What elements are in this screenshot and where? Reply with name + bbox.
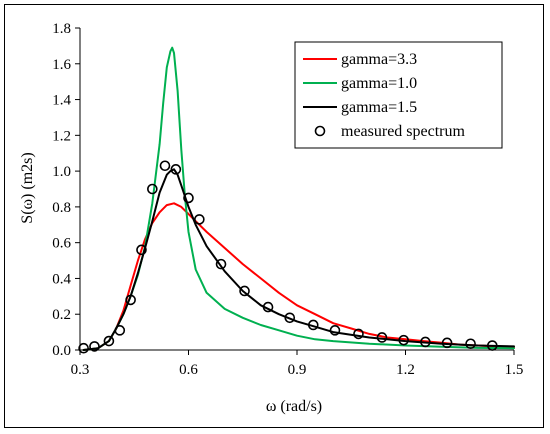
legend: gamma=3.3 gamma=1.0 gamma=1.5 measured spec… [294,41,503,149]
y-tick-label: 0.2 [52,307,71,323]
y-tick-label: 1.8 [52,21,71,37]
legend-label-gamma-3-3: gamma=3.3 [341,51,417,68]
data-point-measured-spectrum [465,338,476,350]
series-line-gamma-1-5 [82,168,515,351]
legend-label-gamma-1-5: gamma=1.5 [341,99,417,116]
data-point-measured-spectrum [114,325,126,336]
y-tick-label: 0.6 [52,236,71,252]
y-axis-label: S(ω) (m2s) [19,152,36,223]
data-point-measured-spectrum [78,342,89,354]
y-tick-label: 0.4 [52,271,71,287]
data-point-measured-spectrum [136,244,147,256]
x-tick-label: 1.2 [396,362,415,378]
x-tick-label: 0.6 [179,362,198,378]
data-point-measured-spectrum [329,325,341,336]
data-point-measured-spectrum [194,214,205,225]
y-tick-label: 0.0 [52,343,71,359]
data-point-measured-spectrum [103,335,115,347]
data-point-measured-spectrum [89,341,100,352]
x-axis-ticks: 0.3 0.6 0.9 1.2 1.5 [71,350,524,378]
x-tick-label: 1.5 [505,362,524,378]
data-point-measured-spectrum [239,285,250,297]
data-point-measured-spectrum [376,332,388,343]
legend-label-gamma-1-0: gamma=1.0 [341,75,417,92]
series-line-gamma-3-3 [82,202,515,351]
y-axis-ticks: 0.0 0.2 0.4 0.6 0.8 1.0 1.2 1.4 1.6 1.8 [52,21,80,359]
x-tick-label: 0.3 [71,362,90,378]
data-point-measured-spectrum [125,294,136,306]
y-tick-label: 0.8 [52,200,71,216]
data-point-measured-spectrum [215,258,227,270]
data-point-measured-spectrum [147,183,158,195]
x-axis-label: ω (rad/s) [266,398,322,415]
data-point-measured-spectrum [159,160,171,172]
data-point-measured-spectrum [486,340,498,351]
data-point-measured-spectrum [284,312,296,324]
series-layer [78,46,515,354]
data-point-measured-spectrum [420,336,431,348]
y-tick-label: 1.2 [52,128,71,144]
legend-label-measured-spectrum: measured spectrum [341,123,466,140]
data-point-measured-spectrum [170,164,182,175]
legend-marker-measured-spectrum [314,125,326,137]
x-tick-label: 0.9 [288,362,307,378]
data-point-measured-spectrum [441,337,453,349]
data-point-measured-spectrum [307,319,319,331]
y-tick-label: 1.0 [52,164,71,180]
data-point-measured-spectrum [398,334,409,346]
y-tick-label: 1.4 [52,93,71,109]
y-tick-label: 1.6 [52,57,71,73]
data-point-measured-spectrum [183,192,194,204]
data-point-measured-spectrum [353,328,364,340]
data-point-measured-spectrum [262,301,274,313]
